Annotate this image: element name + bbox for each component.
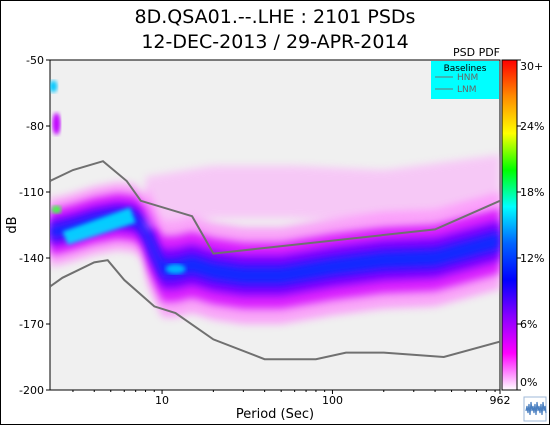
colorbar-tick-label: 6% xyxy=(520,318,537,331)
baseline-hnm xyxy=(50,160,500,255)
chart-title: 8D.QSA01.--.LHE : 2101 PSDs xyxy=(134,6,416,28)
pdf-hotspot-c xyxy=(51,205,62,214)
pdf-hotspot-a xyxy=(50,80,58,93)
y-tick-label: -50 xyxy=(26,54,44,67)
chart-subtitle: 12-DEC-2013 / 29-APR-2014 xyxy=(141,31,409,53)
logo-wave xyxy=(525,401,547,416)
x-tick-label: 100 xyxy=(322,394,343,407)
x-axis-label: Period (Sec) xyxy=(236,407,314,422)
colorbar-tick-label: 12% xyxy=(520,252,544,265)
legend-box xyxy=(431,61,499,99)
legend-entry-lnm: LNM xyxy=(457,85,477,95)
pdf-heatmap xyxy=(50,80,500,324)
y-tick-label: -140 xyxy=(19,252,44,265)
x-tick-label: 962 xyxy=(490,394,511,407)
x-tick-label: 10 xyxy=(155,394,169,407)
y-tick-label: -200 xyxy=(19,384,44,397)
pdf-band-core xyxy=(50,210,500,285)
baseline-lnm xyxy=(50,259,500,361)
pdf-hotspot-microseism xyxy=(62,207,136,245)
y-tick-label: -170 xyxy=(19,318,44,331)
pdf-hotspot-b xyxy=(52,112,61,135)
colorbar-tick-label: 30+ xyxy=(520,60,543,73)
colorbar-tick-label: 0% xyxy=(520,376,537,389)
legend-title: Baselines xyxy=(444,64,487,74)
colorbar-tick-label: 24% xyxy=(520,120,544,133)
y-axis-label: dB xyxy=(5,216,20,233)
legend-entry-hnm: HNM xyxy=(457,73,478,83)
pdf-hotspot-d xyxy=(165,264,186,274)
y-tick-label: -80 xyxy=(26,120,44,133)
y-tick-label: -110 xyxy=(19,186,44,199)
colorbar-title: PSD PDF xyxy=(453,46,500,59)
iris-logo xyxy=(523,396,547,422)
colorbar-tick-label: 18% xyxy=(520,186,544,199)
pdf-band-upper xyxy=(145,154,500,230)
colorbar-gradient xyxy=(501,59,518,391)
